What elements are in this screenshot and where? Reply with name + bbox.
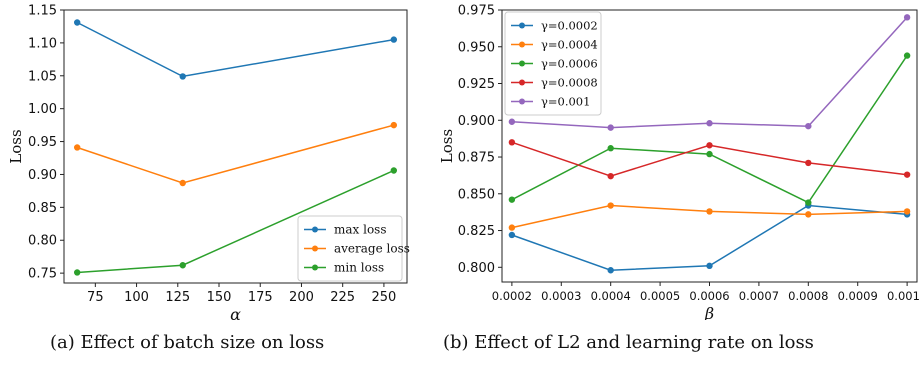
x-tick-label: 175 [248, 290, 273, 305]
x-axis-label: α [230, 305, 241, 320]
legend-entry: γ=0.001 [541, 95, 590, 109]
data-point-max-loss [179, 73, 186, 80]
data-point-0-0008 [903, 171, 911, 178]
legend-swatch-marker [312, 245, 318, 252]
data-point-0-0004 [508, 224, 516, 231]
y-tick-label: 0.800 [458, 261, 495, 276]
data-point-0-001 [805, 122, 812, 130]
legend-entry: γ=0.0002 [541, 19, 598, 33]
y-tick-label: 1.00 [28, 102, 57, 117]
caption-a: (a) Effect of batch size on loss [50, 332, 325, 353]
legend-entry: γ=0.0008 [541, 76, 598, 90]
y-tick-label: 0.925 [458, 77, 495, 92]
data-point-0-0008 [508, 139, 516, 146]
data-point-0-0006 [805, 199, 812, 206]
data-point-0-0004 [805, 211, 812, 218]
x-axis-label: β [704, 304, 714, 320]
legend-entry: max loss [334, 223, 387, 237]
legend: γ=0.0002 γ=0.0004 γ=0.0006 γ=0.0008 γ=0.001 [504, 11, 602, 116]
data-point-0-0002 [607, 267, 614, 274]
chart-l2-learning-rate: 0.0002 0.0003 0.0004 0.0005 0.0006 0.0007 0.00… [438, 4, 919, 321]
x-tick-label: 225 [330, 290, 355, 305]
series-line-0-0002 [511, 204, 908, 271]
legend-swatch-marker [519, 79, 525, 86]
data-point-average-loss [179, 179, 186, 187]
data-point-0-001 [706, 120, 713, 127]
x-tick-label: 0.0007 [739, 289, 779, 303]
data-point-min-loss [179, 262, 186, 269]
data-point-0-001 [903, 14, 911, 21]
x-tick-label: 100 [124, 290, 149, 305]
data-point-min-loss [73, 269, 81, 276]
y-tick-label: 0.900 [458, 114, 495, 129]
data-point-0-0002 [508, 231, 516, 239]
legend-swatch-marker [312, 226, 318, 233]
x-tick-label: 0.0006 [689, 289, 729, 303]
legend-swatch-marker [519, 98, 525, 105]
y-tick-label: 0.850 [458, 187, 495, 202]
data-point-0-0006 [706, 150, 713, 158]
legend-swatch-marker [519, 60, 525, 67]
y-tick-label: 0.95 [28, 135, 57, 150]
legend-swatch-marker [519, 41, 525, 48]
y-tick-label: 0.975 [458, 4, 495, 19]
legend-swatch-marker [519, 22, 525, 29]
caption-b: (b) Effect of L2 and learning rate on lo… [443, 332, 814, 353]
y-axis-label: Loss [7, 129, 25, 163]
y-tick-label: 0.80 [28, 234, 57, 249]
x-tick-label: 0.0002 [492, 289, 532, 303]
figure: 75 100 125 150 175 200 225 2500.750.800.850.900… [7, 4, 919, 321]
legend-entry: γ=0.0006 [541, 57, 598, 71]
data-point-0-0006 [607, 145, 614, 152]
y-tick-label: 0.825 [458, 224, 495, 239]
data-point-0-001 [607, 124, 614, 131]
y-tick-label: 0.950 [458, 40, 495, 55]
x-tick-label: 0.0009 [838, 289, 878, 303]
legend-box [504, 11, 602, 116]
legend: max loss average loss min loss [297, 215, 410, 282]
y-tick-label: 1.15 [28, 4, 57, 19]
x-tick-label: 75 [87, 290, 104, 305]
series-line-max-loss [76, 21, 394, 78]
y-axis-label: Loss [438, 129, 456, 163]
x-tick-label: 0.0003 [541, 289, 581, 303]
data-point-0-0008 [805, 159, 812, 167]
data-point-0-0006 [508, 196, 516, 203]
data-point-average-loss [73, 144, 81, 151]
y-tick-label: 0.90 [28, 168, 57, 183]
data-point-0-001 [508, 118, 516, 125]
legend-entry: average loss [334, 242, 410, 256]
data-point-max-loss [390, 36, 398, 43]
x-tick-label: 0.0008 [788, 289, 828, 303]
x-tick-label: 0.0004 [591, 289, 631, 303]
y-tick-label: 0.75 [28, 267, 57, 282]
data-point-0-0008 [706, 142, 713, 149]
legend-swatch-marker [312, 264, 318, 271]
legend-entry: γ=0.0004 [541, 38, 598, 52]
y-tick-label: 0.85 [28, 201, 57, 216]
data-point-0-0006 [903, 52, 911, 59]
legend-box [297, 215, 403, 282]
data-point-min-loss [390, 167, 398, 174]
x-tick-label: 250 [371, 290, 396, 305]
data-point-average-loss [390, 121, 398, 129]
data-point-0-0008 [607, 172, 614, 180]
data-point-max-loss [73, 19, 81, 26]
y-tick-label: 1.10 [28, 36, 57, 51]
x-tick-label: 0.0005 [640, 289, 680, 303]
y-tick-label: 0.875 [458, 151, 495, 166]
series-line-average-loss [76, 124, 394, 184]
chart-batch-size: 75 100 125 150 175 200 225 250 0.75 0.80 0.85 0.90 0… [7, 4, 410, 321]
data-point-0-0004 [706, 208, 713, 215]
x-tick-label: 150 [207, 290, 232, 305]
data-point-0-0004 [607, 202, 614, 209]
legend-entry: min loss [334, 261, 384, 275]
plot-frame [63, 9, 408, 284]
y-tick-label: 1.05 [28, 69, 57, 84]
data-point-0-0004 [903, 208, 911, 215]
x-tick-label: 125 [165, 290, 190, 305]
x-tick-label: 200 [289, 290, 314, 305]
data-point-0-0002 [706, 262, 713, 270]
